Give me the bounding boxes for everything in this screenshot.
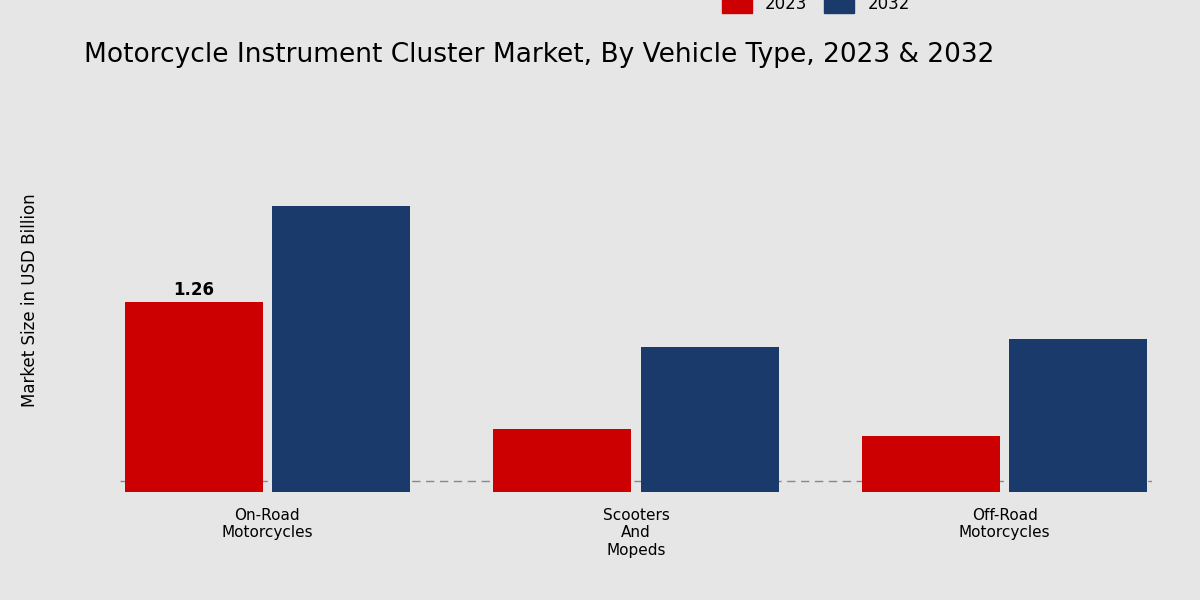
Bar <box>862 436 1000 600</box>
Bar <box>272 206 410 600</box>
Legend: 2023, 2032: 2023, 2032 <box>715 0 917 20</box>
Bar <box>125 302 263 600</box>
Bar <box>493 429 631 600</box>
Text: Market Size in USD Billion: Market Size in USD Billion <box>20 193 40 407</box>
Text: 1.26: 1.26 <box>173 281 215 299</box>
Text: Motorcycle Instrument Cluster Market, By Vehicle Type, 2023 & 2032: Motorcycle Instrument Cluster Market, By… <box>84 42 995 68</box>
Bar <box>641 347 779 600</box>
Bar <box>1009 340 1147 600</box>
